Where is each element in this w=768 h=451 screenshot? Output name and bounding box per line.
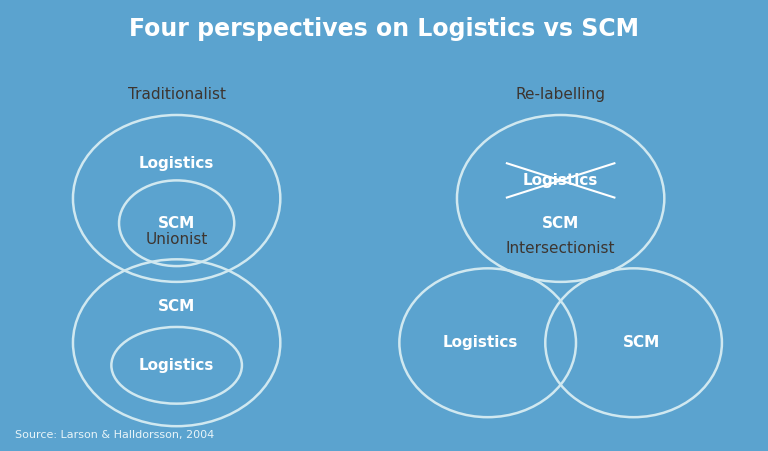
- Text: Intersectionist: Intersectionist: [506, 240, 615, 256]
- Text: SCM: SCM: [623, 335, 660, 350]
- Text: Logistics: Logistics: [139, 156, 214, 171]
- Text: Logistics: Logistics: [523, 173, 598, 188]
- Text: Logistics: Logistics: [442, 335, 518, 350]
- Text: Unionist: Unionist: [145, 231, 208, 247]
- Text: SCM: SCM: [158, 299, 195, 314]
- Text: Re-labelling: Re-labelling: [515, 87, 606, 102]
- Text: Logistics: Logistics: [139, 358, 214, 373]
- Text: Source: Larson & Halldorsson, 2004: Source: Larson & Halldorsson, 2004: [15, 430, 214, 440]
- Text: SCM: SCM: [158, 216, 195, 231]
- Text: Traditionalist: Traditionalist: [127, 87, 226, 102]
- Text: Four perspectives on Logistics vs SCM: Four perspectives on Logistics vs SCM: [129, 17, 639, 41]
- Text: SCM: SCM: [542, 216, 579, 231]
